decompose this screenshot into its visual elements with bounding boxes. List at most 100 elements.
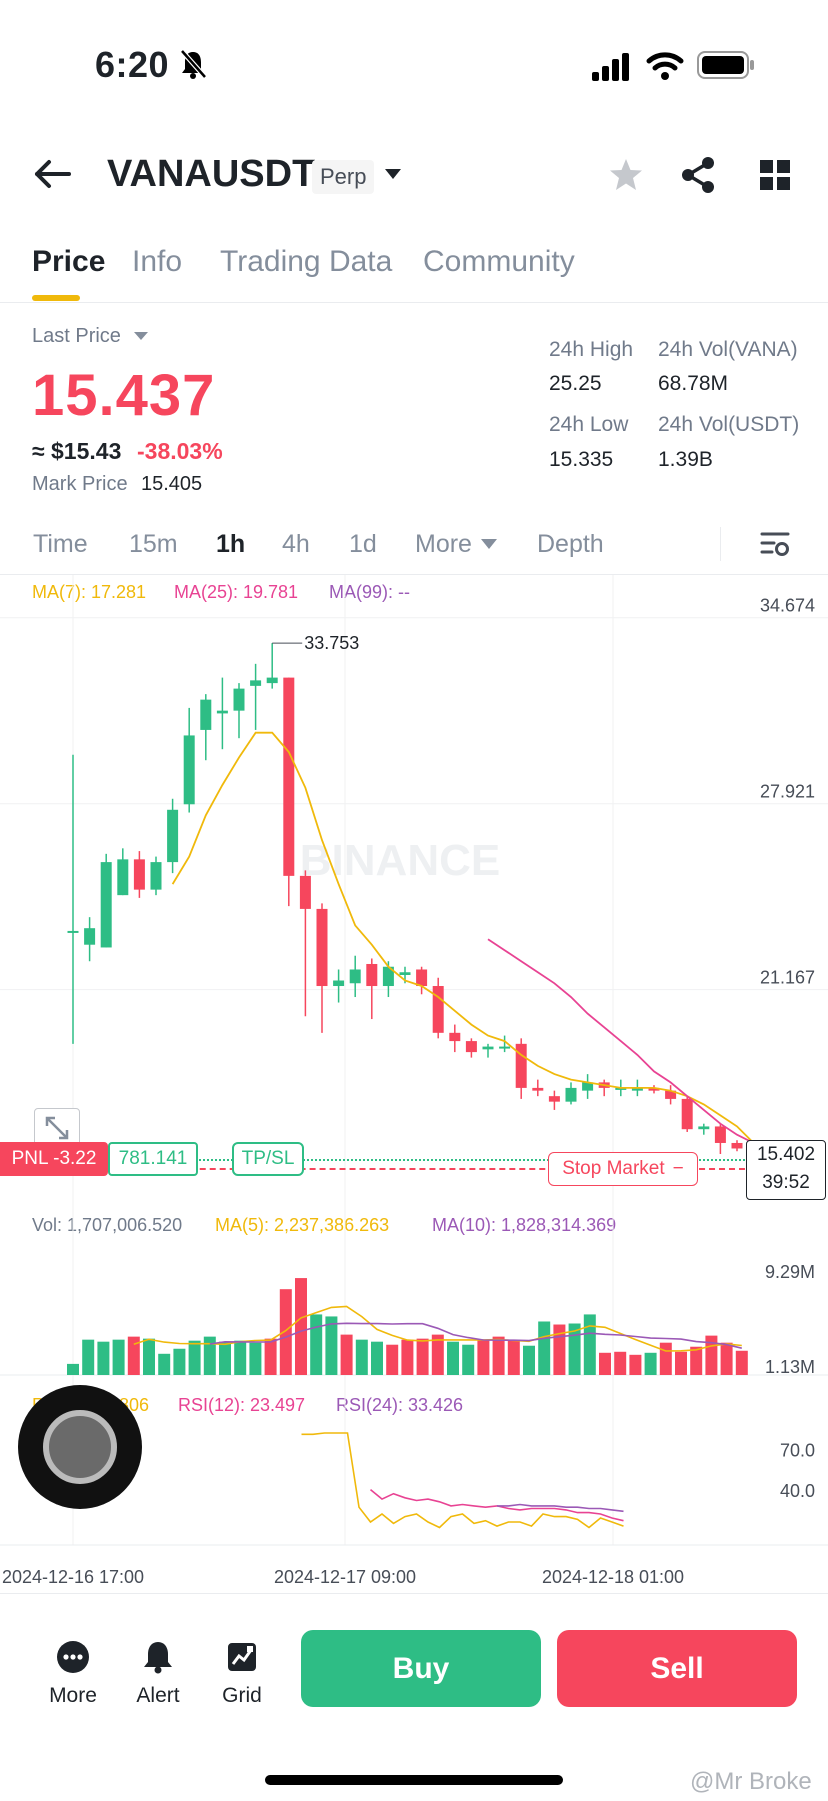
pnl-badge[interactable]: PNL -3.22 bbox=[0, 1142, 108, 1176]
volume-bar bbox=[523, 1345, 535, 1375]
candle-body bbox=[582, 1082, 594, 1091]
star-icon[interactable] bbox=[608, 157, 644, 193]
24h-low-label: 24h Low bbox=[549, 413, 629, 436]
vol-ma10-line bbox=[209, 1322, 742, 1349]
expand-chart-button[interactable] bbox=[34, 1108, 80, 1148]
assistive-touch-button[interactable] bbox=[18, 1385, 142, 1509]
entry-price-line bbox=[0, 1159, 745, 1161]
interval-time[interactable]: Time bbox=[33, 530, 88, 558]
price-change-pct: -38.03% bbox=[137, 438, 223, 464]
volume-bar bbox=[735, 1350, 748, 1375]
candle-body bbox=[266, 677, 278, 684]
interval-depth[interactable]: Depth bbox=[537, 530, 604, 558]
tab-price[interactable]: Price bbox=[32, 245, 106, 278]
tab-community[interactable]: Community bbox=[423, 245, 575, 278]
tab-trading-data[interactable]: Trading Data bbox=[220, 245, 393, 278]
24h-vol-usdt-label: 24h Vol(USDT) bbox=[658, 413, 800, 436]
share-icon[interactable] bbox=[680, 156, 716, 194]
volume-bar bbox=[720, 1342, 733, 1375]
mark-price-label: Mark Price bbox=[32, 473, 128, 495]
candle-body bbox=[631, 1087, 643, 1091]
candle-body bbox=[117, 859, 129, 896]
candle-body bbox=[366, 963, 378, 987]
nav-more[interactable]: More bbox=[33, 1640, 113, 1708]
stop-price-line bbox=[0, 1168, 745, 1170]
binance-watermark: BINANCE bbox=[300, 836, 500, 885]
candle-body bbox=[698, 1126, 710, 1130]
active-tab-indicator bbox=[32, 295, 80, 301]
volume-bar bbox=[355, 1339, 368, 1375]
interval-15m[interactable]: 15m bbox=[129, 530, 178, 558]
candle-body bbox=[250, 680, 262, 686]
volume-bar bbox=[614, 1351, 627, 1375]
volume-bar bbox=[158, 1353, 171, 1375]
candle-body bbox=[183, 735, 195, 805]
volume-bar bbox=[188, 1340, 201, 1375]
candle-body bbox=[299, 875, 311, 909]
perp-badge: Perp bbox=[312, 160, 375, 194]
volume-bar bbox=[507, 1339, 520, 1375]
time-axis-label: 2024-12-16 17:00 bbox=[2, 1567, 144, 1587]
interval-4h[interactable]: 4h bbox=[282, 530, 310, 558]
symbol-dropdown-icon[interactable] bbox=[383, 166, 403, 182]
layout-grid-icon[interactable] bbox=[760, 160, 790, 190]
footer-watermark: @Mr Broke bbox=[690, 1768, 812, 1795]
symbol-title[interactable]: VANAUSDT bbox=[107, 153, 316, 195]
candle-body bbox=[200, 699, 212, 730]
more-icon bbox=[57, 1641, 89, 1673]
24h-vol-vana-label: 24h Vol(VANA) bbox=[658, 338, 798, 361]
nav-alert-label: Alert bbox=[136, 1684, 180, 1707]
candle-body bbox=[67, 930, 79, 933]
rsi-axis-label: 40.0 bbox=[780, 1481, 815, 1501]
24h-low-value: 15.335 bbox=[549, 448, 614, 471]
volume-bar bbox=[143, 1338, 155, 1375]
candle-body bbox=[681, 1098, 693, 1130]
volume-bar bbox=[386, 1344, 399, 1375]
candle-body bbox=[150, 862, 162, 890]
vol-ma10-legend: MA(10): 1,828,314.369 bbox=[432, 1215, 617, 1235]
interval-more[interactable]: More bbox=[415, 530, 472, 558]
candle-body bbox=[283, 677, 295, 876]
nav-more-label: More bbox=[49, 1684, 97, 1707]
volume-bar bbox=[264, 1338, 277, 1375]
volume-bar bbox=[173, 1348, 186, 1375]
last-price-dropdown-icon[interactable] bbox=[133, 330, 149, 342]
ma25-legend: MA(25): 19.781 bbox=[174, 582, 299, 602]
interval-1h[interactable]: 1h bbox=[216, 530, 246, 558]
candle-body bbox=[382, 966, 394, 987]
volume-bar bbox=[705, 1335, 718, 1375]
volume-bar bbox=[644, 1352, 657, 1375]
home-indicator[interactable] bbox=[265, 1775, 563, 1785]
stop-market-badge[interactable]: Stop Market − bbox=[548, 1152, 698, 1186]
interval-more-dropdown-icon[interactable] bbox=[480, 537, 498, 551]
entry-price-badge[interactable]: 781.141 bbox=[108, 1142, 198, 1176]
battery-icon bbox=[697, 51, 754, 79]
candle-body bbox=[100, 862, 112, 948]
tpsl-button[interactable]: TP/SL bbox=[232, 1142, 304, 1176]
nav-alert[interactable]: Alert bbox=[118, 1640, 198, 1708]
buy-button[interactable]: Buy bbox=[301, 1630, 541, 1707]
candle-body bbox=[399, 972, 411, 975]
candle-body bbox=[731, 1142, 743, 1149]
sell-button[interactable]: Sell bbox=[557, 1630, 797, 1707]
tab-info[interactable]: Info bbox=[132, 245, 183, 278]
nav-grid[interactable]: Grid bbox=[202, 1640, 282, 1708]
volume-bar bbox=[97, 1341, 110, 1375]
interval-1d[interactable]: 1d bbox=[349, 530, 377, 558]
volume-bar bbox=[371, 1341, 383, 1375]
silent-bell-icon bbox=[180, 49, 207, 79]
volume-bar bbox=[67, 1363, 79, 1375]
back-arrow-icon[interactable] bbox=[34, 158, 72, 190]
volume-bar bbox=[203, 1336, 216, 1375]
bottom-divider bbox=[0, 1593, 828, 1594]
candle-body bbox=[133, 859, 145, 890]
candle-body bbox=[648, 1087, 660, 1091]
chart-settings-icon[interactable] bbox=[760, 530, 790, 558]
volume-axis-label: 1.13M bbox=[765, 1357, 815, 1377]
candle-body bbox=[432, 986, 444, 1033]
stop-market-remove-icon[interactable]: − bbox=[672, 1158, 684, 1179]
candle-body bbox=[333, 980, 345, 987]
last-price-label[interactable]: Last Price bbox=[32, 325, 121, 347]
price-chart[interactable]: BINANCE 33.753 34.674 27.921 21.167 9.29M 1.… bbox=[0, 575, 828, 1595]
bell-icon bbox=[144, 1642, 172, 1674]
